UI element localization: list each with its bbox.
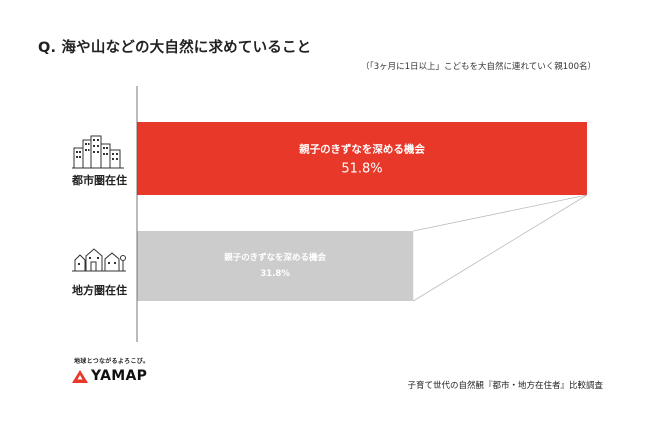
bar-rural [137, 231, 414, 301]
bar-label-rural: 親子のきずなを深める機会 [224, 252, 326, 263]
row-label-rural: 地方圏在住 [72, 284, 127, 297]
chart-subtitle: （「3ヶ月に1日以上」こどもを大自然に連れていく親100名） [360, 62, 596, 72]
city-buildings-icon [72, 135, 124, 169]
row-label-urban: 都市圏在住 [72, 174, 127, 187]
value-label-urban: 51.8% [341, 162, 382, 177]
brand-logo: YAMAP [72, 368, 147, 384]
rural-house-trees-icon [72, 248, 126, 272]
chart-title: Q. 海や山などの大自然に求めていること [38, 40, 312, 56]
bar-label-urban: 親子のきずなを深める機会 [299, 143, 425, 156]
footer-note: 子育て世代の自然観『都市・地方在住者』比較調査 [407, 381, 603, 391]
connector-line-bottom [413, 194, 588, 302]
bar-urban [137, 122, 587, 195]
brand-name: YAMAP [91, 368, 148, 384]
brand-tagline: 地球とつながるよろこび。 [74, 358, 150, 365]
value-label-rural: 31.8% [260, 269, 290, 279]
connector-line-top [413, 194, 588, 232]
mountain-logo-icon [72, 369, 88, 383]
